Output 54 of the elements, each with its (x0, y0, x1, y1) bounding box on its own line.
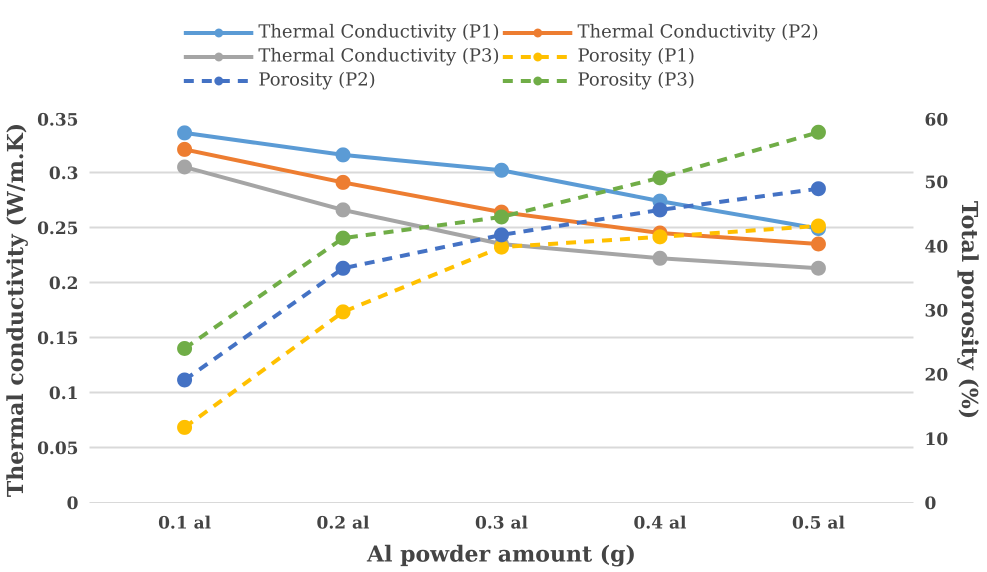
point (652, 170, 668, 186)
point (652, 250, 668, 266)
point (494, 162, 509, 178)
y2-tick-label: 60 (924, 110, 948, 130)
y2-tick-label: 20 (924, 366, 948, 386)
point (336, 230, 351, 246)
y2-axis-title: Total porosity (%) (956, 200, 982, 420)
point (494, 227, 509, 242)
legend-label: Thermal Conductivity (P3) (258, 46, 500, 66)
point (810, 260, 826, 276)
legend-label: Porosity (P2) (258, 70, 376, 90)
x-tick-label: 0.2 al (316, 514, 370, 534)
y-tick-label: 0.25 (37, 219, 78, 239)
y2-tick-label: 0 (924, 494, 936, 514)
y2-tick-label: 30 (924, 302, 948, 322)
point (810, 236, 826, 252)
point (810, 218, 826, 234)
y-tick-label: 0.3 (48, 164, 78, 184)
legend-label: Porosity (P1) (578, 46, 695, 66)
point (336, 174, 351, 190)
point (177, 341, 192, 356)
y-tick-label: 0.1 (48, 384, 78, 404)
point (810, 124, 826, 140)
y2-tick-label: 10 (924, 430, 948, 450)
x-tick-label: 0.3 al (475, 514, 529, 534)
point (177, 372, 192, 388)
x-axis-title: Al powder amount (g) (366, 542, 636, 568)
point (494, 209, 509, 224)
x-tick-label: 0.1 al (158, 514, 212, 534)
y2-tick-label: 50 (924, 173, 948, 194)
legend-label: Porosity (P3) (578, 70, 695, 90)
point (494, 240, 509, 255)
point (336, 304, 351, 320)
point (336, 260, 351, 276)
y-tick-label: 0 (66, 494, 79, 514)
x-tick-label: 0.4 al (633, 514, 687, 534)
y-tick-label: 0.05 (37, 439, 78, 459)
y-tick-label: 0.2 (48, 274, 78, 294)
point (177, 142, 192, 157)
y-axis-title: Thermal conductivity (W/m.K) (3, 122, 30, 498)
legend-label: Thermal Conductivity (P2) (578, 22, 819, 42)
point (177, 420, 192, 435)
point (810, 181, 826, 196)
y2-tick-label: 40 (924, 237, 948, 258)
point (652, 229, 668, 244)
y-tick-label: 0.35 (37, 110, 78, 130)
point (177, 160, 192, 174)
point (336, 202, 351, 218)
legend-label: Thermal Conductivity (P1) (258, 22, 500, 42)
point (177, 125, 192, 140)
y-tick-label: 0.15 (37, 329, 78, 349)
point (336, 147, 351, 162)
x-tick-label: 0.5 al (792, 514, 846, 534)
point (652, 202, 668, 218)
